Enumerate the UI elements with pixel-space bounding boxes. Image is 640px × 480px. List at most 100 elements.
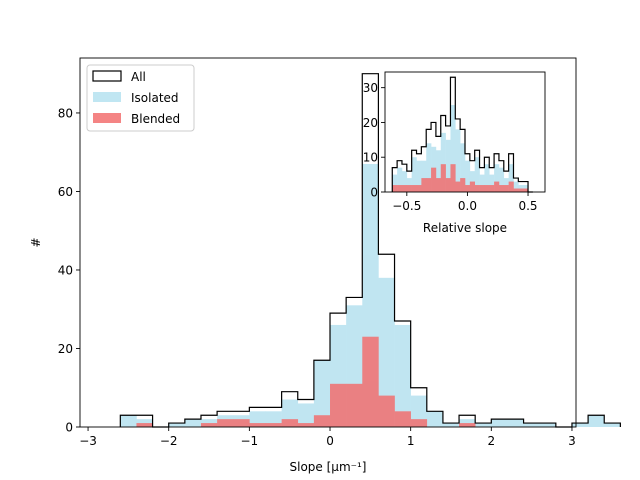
bar-isolated [168, 423, 186, 427]
series-blended [392, 164, 529, 192]
y-tick-label: 80 [58, 106, 73, 120]
bar-blended [440, 164, 446, 192]
bar-blended [233, 419, 250, 427]
bar-blended [426, 178, 432, 192]
bar-isolated [378, 277, 395, 427]
bar-isolated [313, 360, 331, 427]
x-tick-label: 0 [326, 434, 334, 448]
bar-isolated [460, 143, 466, 192]
bar-blended [330, 383, 347, 427]
legend-label-all: All [131, 70, 146, 84]
bar-isolated [297, 403, 315, 427]
bar-isolated [474, 157, 480, 192]
axes-frame [384, 71, 546, 193]
bar-blended [410, 419, 428, 427]
bar-blended [498, 185, 505, 192]
y-tick-label: 60 [58, 185, 73, 199]
bar-isolated [426, 143, 432, 192]
bar-isolated [392, 174, 398, 192]
bar-isolated [513, 181, 519, 192]
bar-blended [313, 415, 331, 427]
bar-blended [200, 423, 218, 427]
legend: All Isolated Blended [86, 64, 195, 132]
bar-isolated [394, 324, 411, 427]
y-tick-label: 30 [363, 81, 378, 95]
bar-blended [455, 181, 461, 192]
bar-isolated [523, 423, 541, 427]
bar-isolated [484, 164, 490, 192]
bar-isolated [518, 185, 524, 192]
legend-swatch-blended [93, 113, 121, 123]
bar-blended [503, 185, 509, 192]
bar-blended [394, 411, 411, 427]
bar-isolated [184, 419, 202, 427]
bar-isolated [450, 105, 456, 192]
bar-isolated [426, 411, 444, 427]
bar-blended [421, 178, 427, 192]
step-line-all [119, 73, 621, 428]
y-tick-label: 20 [58, 342, 73, 356]
bar-blended [397, 185, 403, 192]
bar-isolated [508, 164, 514, 192]
bar-blended [479, 185, 485, 192]
bar-isolated [498, 167, 505, 192]
bar-blended [523, 188, 529, 192]
y-tick-label: 0 [370, 185, 378, 199]
axes-frame [79, 57, 577, 428]
bar-blended [378, 395, 395, 427]
bar-blended [465, 185, 471, 192]
bar-blended [459, 423, 476, 427]
bar-isolated [421, 160, 427, 192]
legend-label-blended: Blended [131, 112, 180, 126]
bar-blended [346, 383, 363, 427]
y-tick-label: 10 [363, 151, 378, 165]
bar-blended [469, 181, 475, 192]
bar-blended [265, 423, 282, 427]
bar-isolated [120, 415, 137, 427]
bar-blended [411, 185, 417, 192]
x-axis-label: Relative slope [423, 221, 507, 235]
bar-isolated [401, 171, 408, 192]
bar-isolated [479, 174, 485, 192]
series-blended [136, 336, 476, 427]
bar-blended [474, 185, 480, 192]
bar-blended [249, 423, 266, 427]
bar-isolated [440, 132, 446, 192]
bar-blended [445, 178, 451, 192]
bar-isolated [475, 423, 492, 427]
bar-blended [392, 185, 398, 192]
bar-isolated [445, 139, 451, 192]
bar-isolated [455, 129, 461, 192]
bar-isolated [507, 419, 524, 427]
bar-isolated [465, 160, 471, 192]
bar-isolated [571, 423, 589, 427]
bar-isolated [523, 185, 529, 192]
x-tick-label: −2 [160, 434, 178, 448]
x-tick-label: 1 [407, 434, 415, 448]
bar-blended [406, 185, 412, 192]
x-tick-label: −1 [241, 434, 259, 448]
bar-blended [136, 423, 153, 427]
bar-isolated [604, 423, 621, 427]
bar-blended [494, 181, 500, 192]
bar-blended [362, 336, 379, 427]
x-tick-label: −3 [79, 434, 97, 448]
y-axis-label: # [29, 237, 43, 247]
x-tick-label: −0.5 [392, 199, 421, 213]
inset-histogram: −0.5 0.0 0.5 0 10 20 30 Relative slope [363, 71, 546, 235]
legend-swatch-all [92, 70, 122, 82]
y-tick-label: 20 [363, 116, 378, 130]
bar-blended [431, 167, 437, 192]
bar-isolated [539, 423, 557, 427]
bar-isolated [494, 164, 500, 192]
bar-isolated [435, 150, 442, 192]
legend-label-isolated: Isolated [131, 91, 179, 105]
x-tick-label: 2 [487, 434, 495, 448]
x-tick-label: 0.5 [518, 199, 537, 213]
x-axis-label: Slope [μm⁻¹] [290, 460, 367, 474]
legend-swatch-isolated [93, 92, 121, 102]
bar-blended [450, 164, 456, 192]
bar-blended [460, 178, 466, 192]
y-tick-label: 0 [65, 420, 73, 434]
